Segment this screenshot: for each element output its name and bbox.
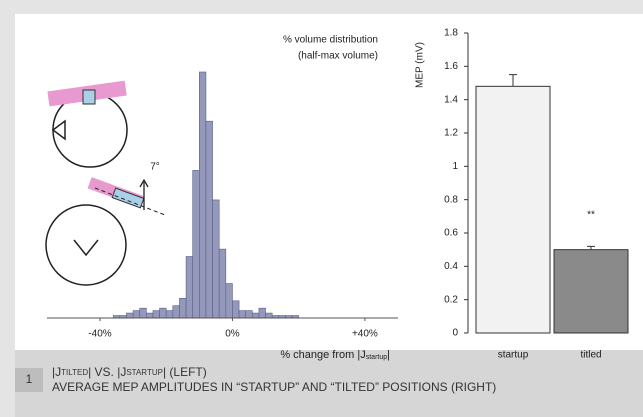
bar <box>476 86 550 333</box>
hist-bar <box>140 308 147 318</box>
hist-bar <box>153 311 160 318</box>
y-tick-label: 1.2 <box>444 128 458 139</box>
cap-part: |J <box>52 365 61 379</box>
hist-bar <box>186 257 193 319</box>
hist-bar <box>259 308 266 318</box>
hist-bar <box>266 313 273 318</box>
hist-bar <box>133 311 140 318</box>
x-label-sub: startup <box>366 354 388 361</box>
hist-bar <box>126 313 133 318</box>
caption-line2: AVERAGE MEP AMPLITUDES IN “STARTUP” AND … <box>52 380 496 394</box>
x-label-text: % change from |J <box>280 349 365 361</box>
cap-part: | (LEFT) <box>163 365 207 379</box>
cap-part: STARTUP <box>126 368 163 377</box>
hist-bar <box>239 311 246 318</box>
cap-part: TILTED <box>61 368 88 377</box>
y-tick-label: 0.6 <box>444 228 458 239</box>
hist-bar <box>213 200 220 318</box>
hist-bar <box>166 311 173 318</box>
hist-bar <box>219 249 226 318</box>
y-tick-label: 0.4 <box>444 261 458 272</box>
figure: 7° % volume distribution (half-max volum… <box>0 0 643 417</box>
x-tick-label: 0% <box>225 329 240 340</box>
y-tick-label: 0 <box>452 328 458 339</box>
y-tick-label: 1.8 <box>444 28 458 39</box>
hist-title: % volume distribution <box>283 35 378 46</box>
hist-subtitle: (half-max volume) <box>298 51 378 62</box>
caption-line1: |JTILTED| VS. |JSTARTUP| (LEFT) <box>52 365 207 379</box>
hist-bar <box>246 311 253 318</box>
angle-annotation: 7° <box>150 162 160 173</box>
y-tick-label: 1 <box>452 161 458 172</box>
significance-label: ** <box>587 209 595 220</box>
hist-bar <box>179 298 186 318</box>
caption-number: 1 <box>26 372 33 386</box>
hist-bar <box>146 313 153 318</box>
hist-bar <box>232 301 239 318</box>
bar <box>554 250 628 333</box>
cap-part: | VS. |J <box>88 365 126 379</box>
x-tick-label: -40% <box>88 329 111 340</box>
y-tick-label: 1.6 <box>444 61 458 72</box>
y-tick-label: 0.8 <box>444 194 458 205</box>
hist-bar <box>226 284 233 318</box>
hist-bar <box>199 72 206 318</box>
x-tick-label: startup <box>498 350 529 361</box>
x-label-end: | <box>387 349 390 361</box>
y-axis-label: MEP (mV) <box>415 42 426 88</box>
x-tick-label: +40% <box>352 329 378 340</box>
hist-bar <box>252 313 259 318</box>
hist-bar <box>193 170 200 318</box>
hist-bar <box>160 308 167 318</box>
y-tick-label: 0.2 <box>444 294 458 305</box>
hist-bar <box>206 121 213 318</box>
hist-bar <box>173 306 180 318</box>
y-tick-label: 1.4 <box>444 94 458 105</box>
x-tick-label: titled <box>580 350 601 361</box>
